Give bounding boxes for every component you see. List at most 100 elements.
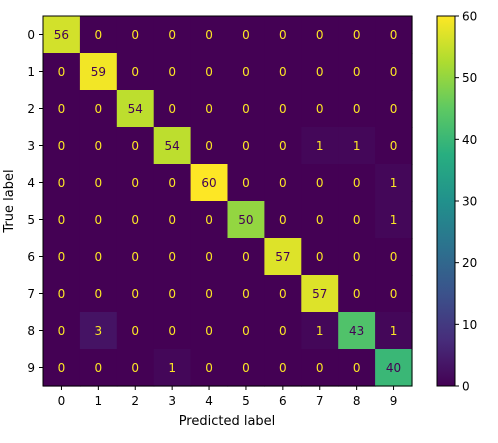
x-tick-label: 7 — [316, 394, 324, 408]
cell-value-label: 0 — [353, 361, 361, 375]
cell-value-label: 0 — [58, 361, 66, 375]
cell-value-label: 0 — [168, 28, 176, 42]
heatmap-cell — [43, 127, 81, 165]
cell-value-label: 0 — [58, 102, 66, 116]
cell-value-label: 0 — [353, 213, 361, 227]
heatmap-cell — [301, 127, 339, 165]
cell-value-label: 0 — [390, 102, 398, 116]
cell-value-label: 0 — [58, 65, 66, 79]
heatmap-cell — [153, 275, 192, 313]
cell-value-label: 0 — [95, 361, 103, 375]
heatmap-cell — [338, 127, 376, 165]
cell-value-label: 57 — [275, 250, 290, 264]
heatmap-cell — [338, 238, 376, 276]
cell-value-label: 0 — [58, 176, 66, 190]
heatmap-cells — [43, 16, 413, 387]
cell-value-label: 0 — [131, 139, 139, 153]
heatmap-cell — [79, 238, 118, 276]
cell-value-label: 0 — [279, 176, 287, 190]
cell-value-label: 0 — [279, 213, 287, 227]
cell-value-label: 0 — [242, 102, 250, 116]
x-tick-label: 6 — [279, 394, 287, 408]
heatmap-cell — [338, 90, 376, 128]
x-axis-label: Predicted label — [179, 414, 276, 429]
cell-value-label: 0 — [242, 324, 250, 338]
heatmap-cell — [116, 53, 155, 91]
cell-value-label: 0 — [168, 213, 176, 227]
heatmap-cell — [227, 201, 265, 239]
heatmap-cell — [338, 16, 376, 54]
cell-value-label: 57 — [312, 287, 327, 301]
heatmap-cell — [153, 201, 192, 239]
heatmap-cell — [153, 16, 192, 54]
heatmap-cell — [116, 16, 155, 54]
heatmap-cell — [338, 275, 376, 313]
y-tick-label: 8 — [27, 324, 35, 338]
cell-value-label: 0 — [131, 176, 139, 190]
heatmap-cell — [338, 201, 376, 239]
cell-value-label: 1 — [168, 361, 176, 375]
cell-value-label: 0 — [131, 65, 139, 79]
heatmap-cell — [375, 201, 413, 239]
cell-value-label: 0 — [131, 361, 139, 375]
y-tick-label: 6 — [27, 250, 35, 264]
x-tick-label: 0 — [58, 394, 66, 408]
heatmap-cell — [264, 238, 302, 276]
heatmap-cell — [43, 53, 81, 91]
heatmap-cell — [116, 164, 155, 202]
heatmap-cell — [338, 53, 376, 91]
x-tick-label: 9 — [390, 394, 398, 408]
heatmap-cell — [301, 164, 339, 202]
heatmap-cell — [153, 127, 192, 165]
y-tick-label: 1 — [27, 65, 35, 79]
cell-value-label: 3 — [95, 324, 103, 338]
cell-value-label: 0 — [168, 176, 176, 190]
y-tick-label: 2 — [27, 102, 35, 116]
heatmap-cell — [227, 312, 265, 350]
heatmap-cell — [190, 275, 229, 313]
heatmap-cell — [375, 53, 413, 91]
cell-value-label: 40 — [386, 361, 401, 375]
heatmap-cell — [153, 90, 192, 128]
cell-value-label: 0 — [316, 250, 324, 264]
cell-value-label: 0 — [95, 139, 103, 153]
colorbar-tick-label: 50 — [462, 71, 477, 85]
cell-value-label: 0 — [168, 287, 176, 301]
heatmap-cell — [227, 53, 265, 91]
heatmap-cell — [79, 349, 118, 387]
heatmap-cell — [375, 164, 413, 202]
cell-value-label: 0 — [95, 287, 103, 301]
cell-value-label: 0 — [168, 250, 176, 264]
heatmap-cell — [227, 127, 265, 165]
heatmap-cell — [116, 238, 155, 276]
y-tick-label: 4 — [27, 176, 35, 190]
cell-value-label: 54 — [165, 139, 180, 153]
heatmap-cell — [264, 312, 302, 350]
cell-value-label: 0 — [58, 139, 66, 153]
cell-value-label: 0 — [279, 139, 287, 153]
cell-value-label: 0 — [58, 213, 66, 227]
heatmap-cell — [116, 275, 155, 313]
heatmap-cell — [227, 349, 265, 387]
heatmap-cell — [79, 53, 118, 91]
heatmap-cell — [153, 238, 192, 276]
y-axis-ticks: 0 1 2 3 4 5 6 7 8 9 — [27, 28, 43, 375]
heatmap-cell — [227, 16, 265, 54]
cell-value-label: 0 — [205, 361, 213, 375]
cell-value-label: 0 — [353, 65, 361, 79]
heatmap-cell — [43, 349, 81, 387]
heatmap-cell — [153, 164, 192, 202]
cell-value-label: 0 — [95, 250, 103, 264]
cell-value-label: 0 — [390, 250, 398, 264]
colorbar — [436, 15, 456, 387]
colorbar-ticks: 0 10 20 30 40 50 60 — [455, 10, 477, 394]
cell-value-label: 0 — [242, 176, 250, 190]
cell-value-label: 0 — [390, 287, 398, 301]
cell-value-label: 0 — [131, 250, 139, 264]
heatmap-cell — [301, 201, 339, 239]
cell-value-label: 0 — [353, 287, 361, 301]
heatmap-cell — [264, 275, 302, 313]
cell-value-label: 0 — [168, 65, 176, 79]
cell-value-label: 0 — [390, 28, 398, 42]
cell-value-label: 50 — [238, 213, 253, 227]
